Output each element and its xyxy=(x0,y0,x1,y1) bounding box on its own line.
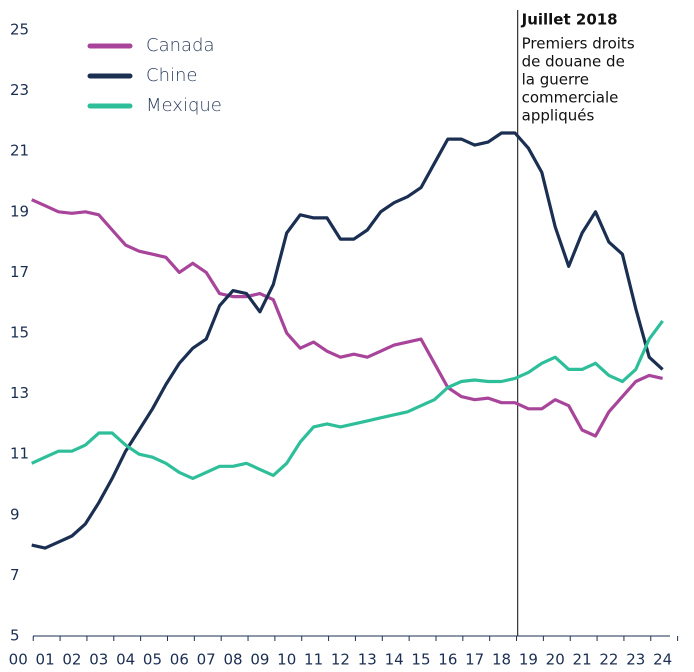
annotation-text: de douane de xyxy=(522,53,625,71)
y-tick-label: 25 xyxy=(10,21,29,39)
x-tick-label: 09 xyxy=(250,651,269,669)
x-tick-label: 12 xyxy=(331,651,350,669)
y-tick-label: 7 xyxy=(10,566,20,584)
y-tick-label: 5 xyxy=(10,627,20,645)
x-tick-label: 06 xyxy=(170,651,189,669)
legend-label: Chine xyxy=(146,65,197,86)
legend-label: Mexique xyxy=(146,95,222,116)
x-tick-label: 18 xyxy=(492,651,511,669)
x-tick-label: 07 xyxy=(197,651,216,669)
x-tick-label: 20 xyxy=(546,651,565,669)
x-tick-label: 14 xyxy=(385,651,404,669)
annotation-text: appliqués xyxy=(522,107,595,125)
x-tick-label: 01 xyxy=(36,651,55,669)
x-tick-label: 10 xyxy=(277,651,296,669)
x-tick-label: 11 xyxy=(304,651,323,669)
x-tick-label: 13 xyxy=(358,651,377,669)
series-line xyxy=(31,131,664,550)
x-tick-label: 22 xyxy=(599,651,618,669)
y-tick-label: 11 xyxy=(10,445,29,463)
x-tick-label: 03 xyxy=(89,651,108,669)
annotation-title: Juillet 2018 xyxy=(521,11,618,29)
y-tick-label: 21 xyxy=(10,142,29,160)
y-tick-label: 17 xyxy=(10,263,29,281)
x-tick-label: 17 xyxy=(465,651,484,669)
legend-label: Canada xyxy=(146,35,215,56)
y-tick-label: 15 xyxy=(10,324,29,342)
y-tick-label: 19 xyxy=(10,202,29,220)
annotation-text: Premiers droits xyxy=(522,35,635,53)
x-tick-label: 02 xyxy=(62,651,81,669)
x-tick-label: 23 xyxy=(626,651,645,669)
x-tick-label: 16 xyxy=(438,651,457,669)
x-tick-label: 21 xyxy=(573,651,592,669)
x-tick-label: 19 xyxy=(519,651,538,669)
x-tick-label: 08 xyxy=(223,651,242,669)
x-tick-label: 15 xyxy=(411,651,430,669)
y-tick-label: 23 xyxy=(10,81,29,99)
series-line xyxy=(31,198,663,438)
y-tick-label: 9 xyxy=(10,505,20,523)
annotation-text: la guerre xyxy=(522,71,589,89)
series-line xyxy=(31,319,664,480)
x-tick-label: 04 xyxy=(116,651,135,669)
y-tick-label: 13 xyxy=(10,384,29,402)
x-tick-label: 00 xyxy=(9,651,28,669)
x-tick-label: 24 xyxy=(653,651,672,669)
annotation-text: commerciale xyxy=(522,89,619,107)
x-tick-label: 05 xyxy=(143,651,162,669)
